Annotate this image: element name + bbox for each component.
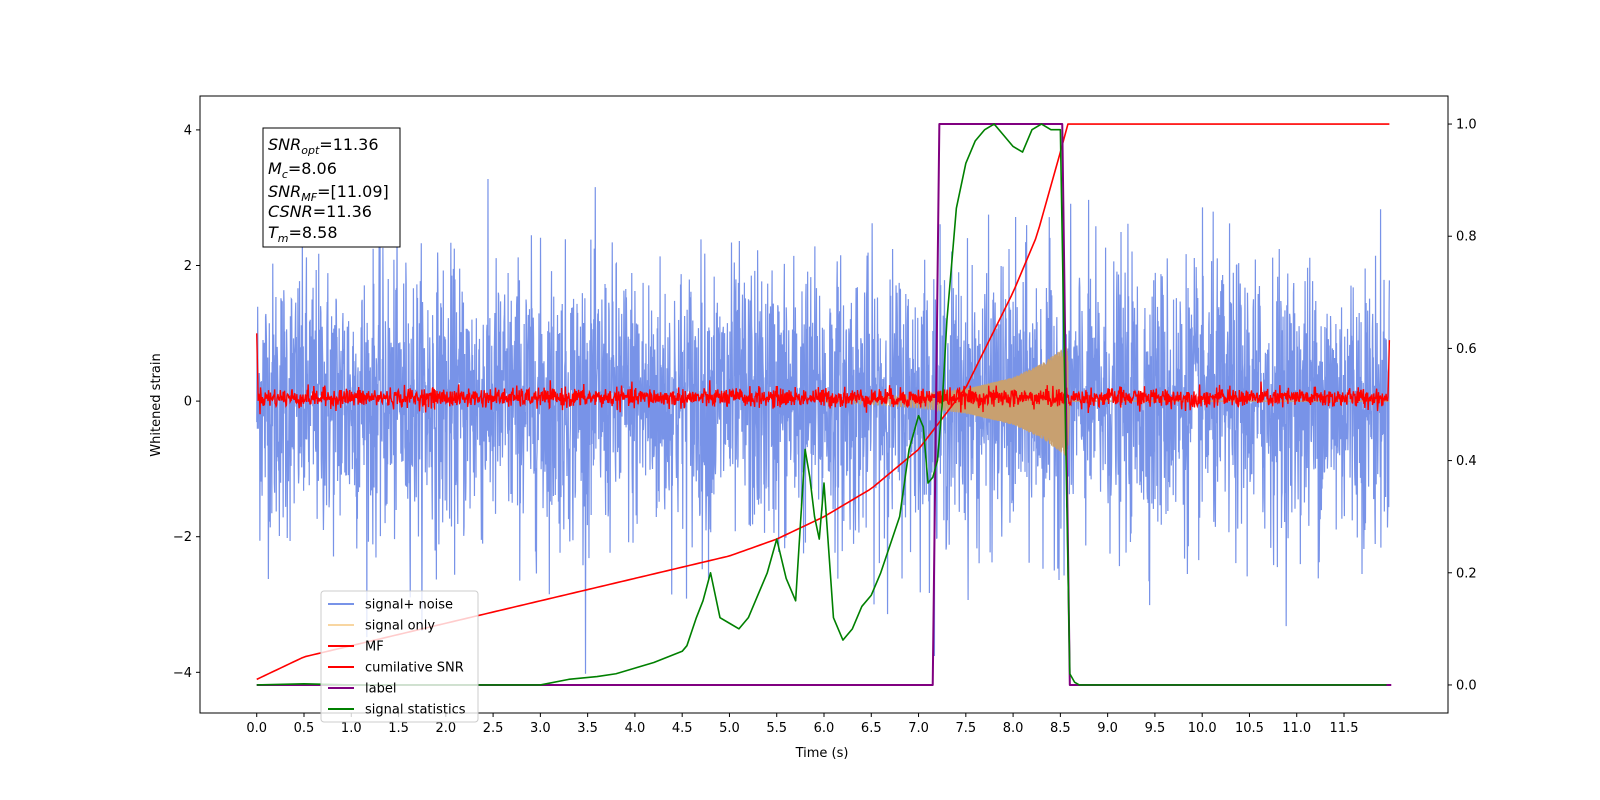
y-right-tick-label: 0.6 <box>1456 342 1477 357</box>
y-left-tick-label: 4 <box>184 123 192 138</box>
annotation-snr-opt: SNRopt=11.36 <box>268 135 379 157</box>
series-signal-statistics <box>256 123 1387 686</box>
y-right-tick-label: 0.4 <box>1456 454 1477 469</box>
annotation-box: SNRopt=11.36 Mc=8.06 SNRMF=[11.09] CSNR=… <box>262 127 401 248</box>
legend-label: label <box>365 682 396 697</box>
x-tick-label: 3.0 <box>530 721 551 736</box>
x-axis-label: Time (s) <box>795 746 849 761</box>
x-tick-label: 6.0 <box>814 721 835 736</box>
y-left-tick-label: 2 <box>184 259 192 274</box>
x-tick-label: 10.5 <box>1235 721 1264 736</box>
legend: signal+ noise signal only MF cumilative SNR… <box>320 590 479 723</box>
x-tick-label: 1.0 <box>341 721 362 736</box>
x-tick-label: 0.5 <box>294 721 315 736</box>
legend-items: signal+ noise signal only MF cumilative SNR… <box>328 598 466 718</box>
series-signal-noise <box>256 179 1390 674</box>
annotation-mc: Mc=8.06 <box>268 159 337 181</box>
x-tick-label: 2.5 <box>483 721 504 736</box>
legend-label: cumilative SNR <box>365 661 464 676</box>
x-tick-label: 2.0 <box>435 721 456 736</box>
series-mf <box>256 333 1391 415</box>
y-right-tick-label: 0.0 <box>1456 678 1477 693</box>
x-tick-label: 4.5 <box>672 721 693 736</box>
annotation-frame <box>262 127 401 248</box>
legend-label: MF <box>365 640 384 655</box>
x-tick-label: 1.5 <box>388 721 409 736</box>
x-tick-label: 8.0 <box>1003 721 1024 736</box>
legend-label: signal statistics <box>365 703 466 718</box>
x-tick-label: 4.0 <box>625 721 646 736</box>
ticks-layer: 0.0 0.5 1.0 1.5 2.0 2.5 3.0 3.5 4.0 4.5 5.0 5.5 6.0 6… <box>173 118 1477 736</box>
x-tick-label: 9.5 <box>1145 721 1166 736</box>
y-left-tick-label: −4 <box>173 666 192 681</box>
y-right-tick-label: 1.0 <box>1456 118 1477 133</box>
x-tick-label: 5.5 <box>766 721 787 736</box>
x-tick-label: 3.5 <box>577 721 598 736</box>
y-left-tick-label: 0 <box>184 395 192 410</box>
x-tick-label: 11.0 <box>1282 721 1311 736</box>
x-tick-label: 0.0 <box>246 721 267 736</box>
annotation-tm: Tm=8.58 <box>268 223 338 245</box>
x-tick-label: 7.0 <box>908 721 929 736</box>
x-tick-label: 8.5 <box>1050 721 1071 736</box>
x-tick-label: 10.0 <box>1188 721 1217 736</box>
y-left-tick-label: −2 <box>173 530 192 545</box>
y-right-tick-label: 0.2 <box>1456 566 1477 581</box>
x-tick-label: 9.0 <box>1097 721 1118 736</box>
x-tick-label: 11.5 <box>1330 721 1359 736</box>
x-tick-label: 7.5 <box>955 721 976 736</box>
annotation-csnr: CSNR=11.36 <box>268 202 372 221</box>
annotation-snr-mf: SNRMF=[11.09] <box>268 182 389 204</box>
y-right-tick-label: 0.8 <box>1456 230 1477 245</box>
legend-label: signal+ noise <box>365 598 453 613</box>
legend-frame <box>320 590 479 723</box>
legend-label: signal only <box>365 619 435 634</box>
x-tick-label: 5.0 <box>719 721 740 736</box>
y-axis-label: Whitened strain <box>149 353 164 456</box>
x-tick-label: 6.5 <box>861 721 882 736</box>
